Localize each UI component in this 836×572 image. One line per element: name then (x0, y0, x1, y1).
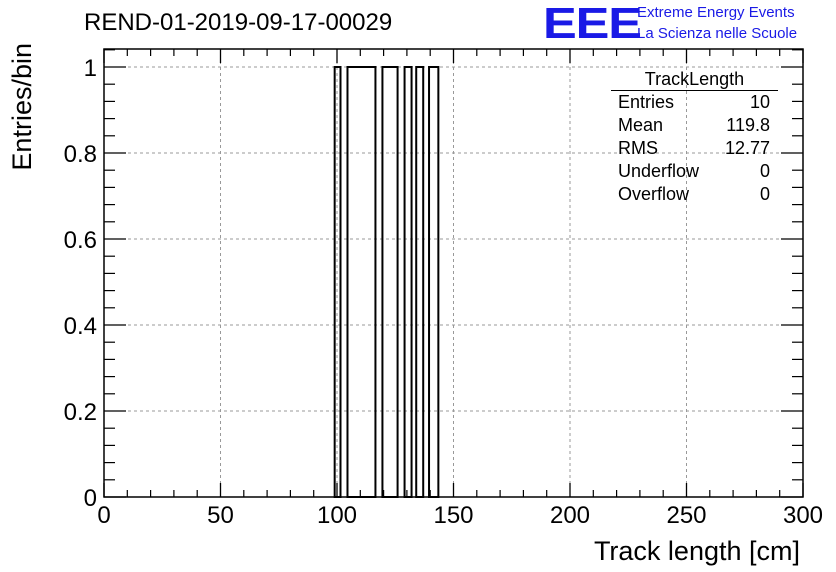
histogram-bin (428, 66, 440, 498)
x-tick-label: 200 (550, 502, 590, 529)
eee-logo: EEE (543, 0, 642, 48)
stats-label: RMS (618, 138, 658, 158)
stats-row-mean: Mean 119.8 (611, 114, 778, 137)
stats-title: TrackLength (611, 69, 778, 91)
stats-row-rms: RMS 12.77 (611, 137, 778, 160)
x-tick-label: 150 (433, 502, 473, 529)
x-tick-labels: 0 50 100 150 200 250 300 (97, 502, 823, 529)
stats-label: Mean (618, 115, 664, 135)
histogram-bin (403, 66, 413, 498)
stats-row-entries: Entries 10 (611, 91, 778, 114)
stats-value: 0 (759, 184, 770, 204)
y-axis-label: Entries/bin (7, 43, 37, 171)
y-tick-labels: 0 0.2 0.4 0.6 0.8 1 (64, 55, 97, 512)
stats-label: Entries (618, 92, 675, 112)
x-tick-label: 250 (666, 502, 706, 529)
stats-label: Underflow (618, 161, 700, 181)
stats-box: TrackLength Entries 10 Mean 119.8 RMS 12… (611, 69, 778, 206)
histogram-bin (381, 66, 399, 498)
grid-lines (104, 49, 803, 497)
histogram-bin (346, 66, 377, 498)
x-tick-label: 100 (317, 502, 357, 529)
y-tick-label: 0.6 (64, 227, 97, 254)
x-tick-label: 0 (97, 502, 110, 529)
y-tick-label: 0.2 (64, 399, 97, 426)
run-title: REND-01-2019-09-17-00029 (84, 9, 393, 36)
x-axis-label: Track length [cm] (594, 536, 800, 566)
stats-value: 0 (759, 161, 770, 181)
stats-label: Overflow (618, 184, 690, 204)
stats-row-underflow: Underflow 0 (611, 160, 778, 183)
axis-ticks (103, 49, 804, 498)
x-tick-label: 300 (783, 502, 823, 529)
y-tick-label: 1 (84, 55, 97, 82)
logo-line-2: La Scienza nelle Scuole (637, 25, 798, 42)
stats-value: 10 (749, 92, 770, 112)
logo-line-1: Extreme Energy Events (637, 4, 795, 21)
stats-value: 12.77 (724, 138, 770, 158)
histogram-bin (333, 66, 342, 498)
y-tick-label: 0 (84, 485, 97, 512)
y-tick-label: 0.4 (64, 313, 97, 340)
histogram-bin (415, 66, 425, 498)
stats-value: 119.8 (726, 115, 770, 135)
histogram-bars (333, 66, 440, 498)
x-tick-label: 50 (207, 502, 234, 529)
y-tick-label: 0.8 (64, 141, 97, 168)
stats-row-overflow: Overflow 0 (611, 183, 778, 206)
